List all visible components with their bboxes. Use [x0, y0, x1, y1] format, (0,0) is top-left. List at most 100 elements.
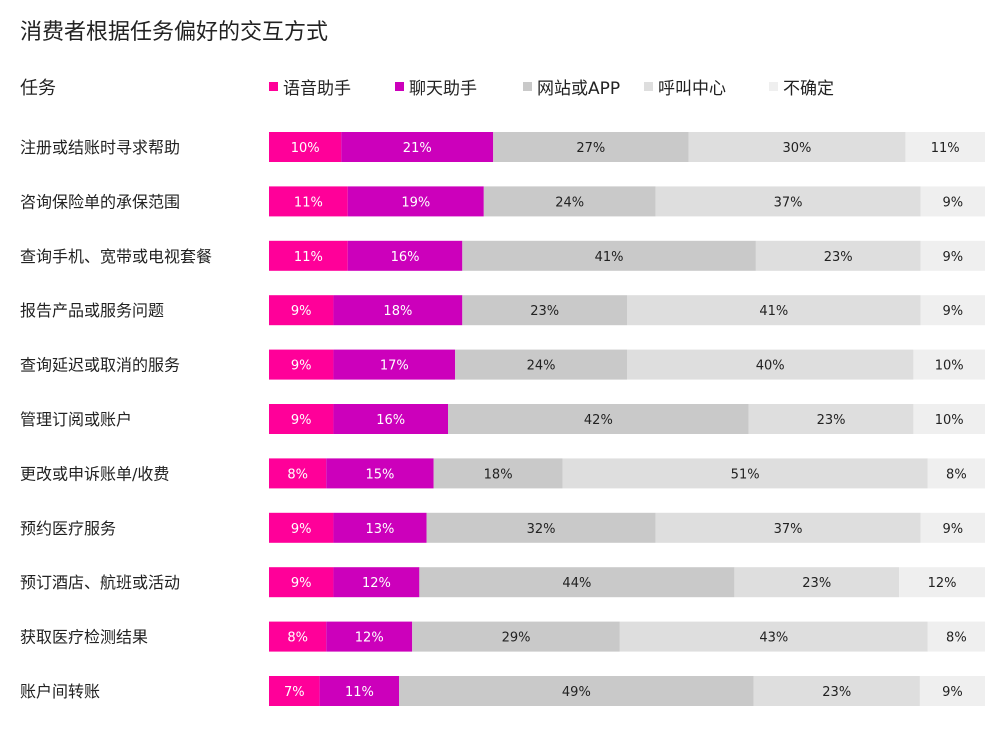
- legend-label: 不确定: [783, 79, 834, 99]
- bar-segment: [347, 186, 484, 217]
- bar-segment: [433, 458, 563, 489]
- category-label: 查询延迟或取消的服务: [20, 356, 180, 375]
- data-label: 23%: [824, 250, 853, 265]
- bar-segment: [419, 567, 735, 598]
- data-label: 23%: [822, 685, 851, 700]
- bar-segment: [920, 186, 985, 217]
- chart-title: 消费者根据任务偏好的交互方式: [20, 20, 329, 45]
- legend-item: 语音助手: [269, 74, 351, 99]
- category-header: 任务: [20, 78, 56, 99]
- data-label: 10%: [291, 141, 320, 156]
- bar-segment: [269, 676, 320, 706]
- bar-segment: [462, 240, 756, 271]
- bar-segment: [333, 567, 420, 598]
- data-label: 9%: [942, 250, 963, 265]
- bar-segment: [455, 349, 627, 380]
- bar-segment: [333, 295, 463, 326]
- data-label: 16%: [391, 250, 420, 265]
- category-label: 预约医疗服务: [20, 519, 116, 538]
- bar-segment: [333, 404, 448, 434]
- bar-segment: [919, 676, 985, 706]
- category-label: 更改或申诉账单/收费: [20, 464, 169, 483]
- data-label: 24%: [555, 195, 584, 210]
- legend-swatch: [269, 82, 278, 91]
- data-label: 8%: [287, 631, 308, 646]
- legend-swatch: [769, 82, 778, 91]
- data-label: 9%: [942, 685, 963, 700]
- data-label: 37%: [774, 195, 803, 210]
- legend-swatch: [523, 82, 532, 91]
- bar-segment: [341, 132, 494, 162]
- category-label: 咨询保险单的承保范围: [20, 192, 180, 211]
- data-label: 8%: [946, 631, 967, 646]
- category-label: 报告产品或服务问题: [20, 301, 164, 320]
- data-label: 9%: [291, 359, 312, 374]
- legend-item: 网站或APP: [523, 74, 620, 99]
- bar-segment: [619, 621, 928, 652]
- data-label: 12%: [362, 576, 391, 591]
- bar-segment: [927, 458, 985, 489]
- bar-segment: [913, 404, 985, 434]
- bar-segment: [326, 458, 434, 489]
- bar-segment: [462, 295, 627, 326]
- bar-segment: [627, 349, 914, 380]
- bar-segment: [269, 621, 327, 652]
- data-label: 23%: [817, 413, 846, 428]
- data-label: 7%: [284, 685, 305, 700]
- data-label: 18%: [383, 304, 412, 319]
- data-label: 27%: [576, 141, 605, 156]
- bar-segment: [920, 240, 985, 271]
- data-label: 16%: [376, 413, 405, 428]
- legend-item: 不确定: [769, 74, 834, 99]
- legend-item: 呼叫中心: [644, 74, 726, 99]
- data-label: 12%: [928, 576, 957, 591]
- data-label: 10%: [935, 413, 964, 428]
- bar-segment: [627, 295, 921, 326]
- category-label: 账户间转账: [20, 682, 100, 701]
- bar-segment: [269, 132, 342, 162]
- bar-segment: [899, 567, 985, 598]
- data-label: 32%: [527, 522, 556, 537]
- data-label: 11%: [294, 250, 323, 265]
- data-label: 42%: [584, 413, 613, 428]
- bar-segment: [412, 621, 620, 652]
- data-label: 23%: [530, 304, 559, 319]
- bar-segment: [483, 186, 656, 217]
- data-label: 43%: [759, 631, 788, 646]
- data-label: 29%: [502, 631, 531, 646]
- data-label: 11%: [294, 195, 323, 210]
- data-label: 13%: [366, 522, 395, 537]
- category-label: 预订酒店、航班或活动: [20, 573, 180, 592]
- legend-label: 语音助手: [283, 79, 351, 99]
- legend-swatch: [644, 82, 653, 91]
- bar-segment: [333, 512, 427, 543]
- data-label: 11%: [931, 141, 960, 156]
- bar-segment: [269, 186, 348, 217]
- bar-segment: [269, 404, 334, 434]
- data-label: 41%: [759, 304, 788, 319]
- data-label: 9%: [942, 522, 963, 537]
- data-label: 8%: [946, 467, 967, 482]
- category-label: 获取医疗检测结果: [20, 628, 148, 647]
- bar-segment: [748, 404, 914, 434]
- bar-segment: [269, 458, 327, 489]
- bar-segment: [269, 567, 334, 598]
- bar-segment: [562, 458, 928, 489]
- bar-segment: [493, 132, 689, 162]
- bar-segment: [399, 676, 754, 706]
- legend-label: 呼叫中心: [658, 79, 726, 99]
- bar-segment: [655, 186, 921, 217]
- data-label: 15%: [366, 467, 395, 482]
- legend-item: 聊天助手: [395, 74, 477, 99]
- data-label: 12%: [355, 631, 384, 646]
- bar-segment: [269, 512, 334, 543]
- bar-segment: [426, 512, 656, 543]
- category-label: 管理订阅或账户: [20, 410, 132, 429]
- data-label: 49%: [562, 685, 591, 700]
- bar-segment: [905, 132, 985, 162]
- bar-segment: [448, 404, 749, 434]
- data-label: 51%: [731, 467, 760, 482]
- bar-segment: [269, 295, 334, 326]
- bar-segment: [347, 240, 463, 271]
